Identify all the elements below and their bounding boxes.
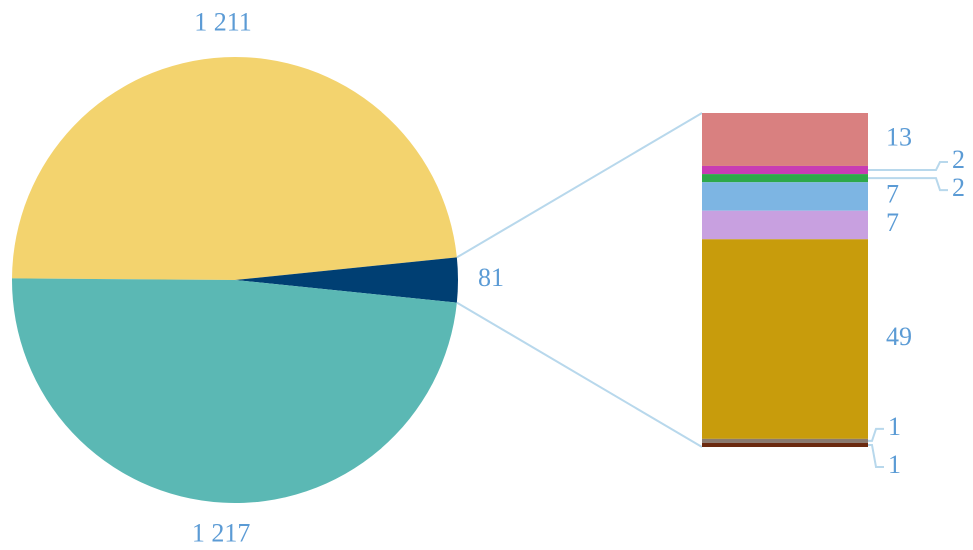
connector-line	[456, 112, 703, 259]
bar-segment	[702, 239, 868, 439]
bar-segment	[702, 174, 868, 183]
bar-segment	[702, 438, 868, 443]
label-leader	[868, 443, 884, 468]
slice-label: 1 211	[194, 7, 252, 36]
label-leader	[868, 161, 948, 172]
segment-label: 7	[886, 208, 899, 237]
bar-segment	[702, 442, 868, 447]
label-leader	[868, 177, 948, 192]
bar-segment	[702, 113, 868, 166]
pie-slice	[235, 257, 458, 303]
segment-label: 49	[886, 322, 912, 351]
segment-label: 1	[888, 450, 901, 479]
segment-label: 7	[886, 179, 899, 208]
pie-slice	[12, 56, 457, 280]
label-leader	[868, 427, 884, 442]
slice-label: 1 217	[192, 519, 251, 548]
connector-line	[456, 301, 703, 448]
slice-label: 81	[478, 263, 504, 292]
segment-label: 2	[952, 173, 965, 202]
bar-segment	[702, 182, 868, 211]
pie-slice	[12, 278, 457, 504]
segment-label: 2	[952, 145, 965, 174]
segment-label: 13	[886, 122, 912, 151]
bar-segment	[702, 210, 868, 240]
segment-label: 1	[888, 412, 901, 441]
bar-segment	[702, 165, 868, 175]
